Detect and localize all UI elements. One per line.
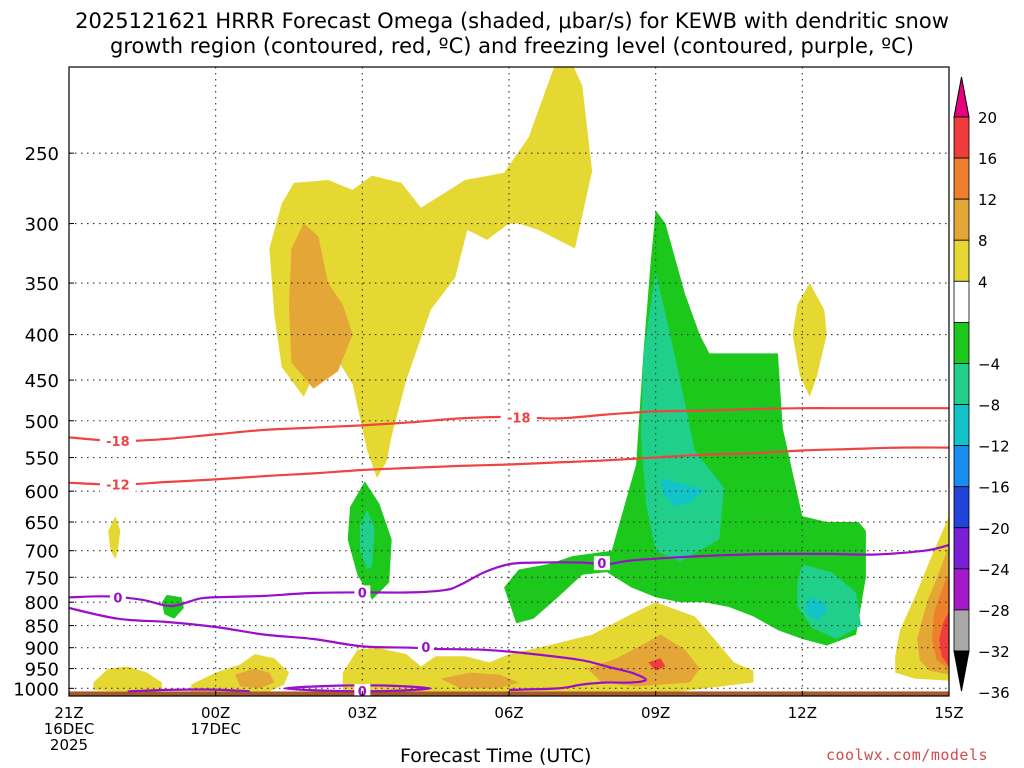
colorbar-bin: [953, 239, 970, 282]
omega-region-10: [797, 564, 861, 639]
x-tick-label: 21Z: [54, 704, 83, 722]
omega-region-22: [648, 658, 666, 671]
colorbar-top-arrow: [953, 76, 970, 118]
colorbar-label: 16: [978, 150, 997, 168]
omega-region-3: [108, 516, 121, 559]
y-tick-label: 550: [25, 449, 59, 470]
colorbar-bin: [953, 609, 970, 652]
contour-label-bg: [354, 684, 371, 696]
freezing-contour-label: 0: [358, 685, 367, 700]
y-tick-label: 400: [25, 326, 59, 347]
contour-label-bg: [109, 590, 126, 605]
omega-region-11: [804, 597, 827, 621]
omega-region-5: [359, 510, 375, 570]
colorbar-label: −32: [978, 643, 1010, 661]
colorbar-bin: [953, 116, 970, 159]
colorbar-label: 12: [978, 191, 997, 209]
colorbar-label: −12: [978, 438, 1010, 456]
omega-region-8: [641, 271, 725, 562]
y-tick-label: 250: [25, 144, 59, 165]
colorbar-bin: [953, 198, 970, 241]
y-tick-label: 700: [25, 542, 59, 563]
colorbar-bin: [953, 486, 970, 529]
colorbar-label: −24: [978, 561, 1010, 579]
x-axis-label: Forecast Time (UTC): [400, 745, 592, 767]
freezing-contour-4: [282, 684, 432, 693]
colorbar-bin: [953, 280, 970, 323]
colorbar-label: 4: [978, 273, 988, 291]
freezing-contour-label: 0: [421, 641, 430, 656]
colorbar-bottom-arrow: [953, 650, 970, 692]
colorbar-label: −20: [978, 520, 1010, 538]
contour-label-bg: [417, 639, 434, 654]
freezing-contour-5: [127, 688, 250, 693]
y-tick-label: 300: [25, 215, 59, 236]
y-tick-label: 750: [25, 568, 59, 589]
y-tick-label: 900: [25, 639, 59, 660]
colorbar-label: −16: [978, 479, 1010, 497]
omega-region-15: [939, 611, 949, 667]
colorbar-label: 8: [978, 232, 988, 250]
y-tick-label: 450: [25, 371, 59, 392]
x-tick-label: 09Z: [641, 704, 670, 722]
x-tick-label: 06Z: [494, 704, 523, 722]
y-tick-label: 350: [25, 274, 59, 295]
colorbar-bin: [953, 568, 970, 611]
colorbar-label: −36: [978, 684, 1010, 702]
x-tick-label: 03Z: [348, 704, 377, 722]
y-tick-label: 500: [25, 412, 59, 433]
contour-label-bg: [354, 585, 371, 600]
contour-label-bg: [593, 556, 610, 571]
dgz-contour-label: -18: [106, 435, 130, 450]
omega-region-9: [660, 478, 705, 507]
contour-label-bg: [500, 410, 537, 425]
x-tick-label: 16DEC: [44, 720, 95, 738]
omega-region-0: [269, 67, 593, 479]
y-tick-label: 1000: [13, 679, 59, 700]
freezing-contour-label: 0: [358, 586, 367, 601]
chart-title-line-2: growth region (contoured, red, ºC) and f…: [110, 34, 914, 58]
y-tick-label: 650: [25, 513, 59, 534]
colorbar-bin: [953, 363, 970, 405]
y-tick-label: 950: [25, 660, 59, 681]
colorbar-label: 20: [978, 109, 997, 127]
freezing-contour-label: 0: [113, 591, 122, 606]
omega-region-18: [235, 668, 275, 689]
omega-region-2: [792, 283, 827, 397]
dgz-contour-1: [69, 446, 949, 486]
colorbar-bin: [953, 157, 970, 200]
contour-label-bg: [99, 477, 136, 492]
freezing-contour-3: [69, 606, 648, 691]
freezing-contour-2: [69, 544, 949, 608]
omega-region-20: [440, 672, 519, 689]
colorbar-label: −28: [978, 602, 1010, 620]
colorbar-label: −4: [978, 355, 1000, 373]
chart-title-line-1: 2025121621 HRRR Forecast Omega (shaded, …: [75, 9, 949, 33]
colorbar-bin: [953, 404, 970, 447]
colorbar-bin: [953, 445, 970, 488]
x-tick-label: 12Z: [788, 704, 817, 722]
dgz-contour-label: -12: [106, 479, 130, 494]
plot-area: -18 -18 -12 0 0 0 0 0: [69, 67, 949, 700]
omega-region-21: [587, 634, 700, 687]
credit-text: coolwx.com/models: [826, 746, 989, 764]
colorbar-bin: [953, 321, 970, 364]
omega-region-1: [289, 223, 353, 389]
x-tick-label: 17DEC: [190, 720, 241, 738]
freezing-contour-label: 0: [597, 557, 606, 572]
y-tick-label: 850: [25, 617, 59, 638]
x-tick-label: 15Z: [934, 704, 963, 722]
omega-region-16: [93, 666, 162, 692]
colorbar-label: −8: [978, 397, 1000, 415]
y-tick-label: 800: [25, 593, 59, 614]
x-tick-label: 2025: [50, 736, 88, 754]
y-tick-label: 600: [25, 482, 59, 503]
colorbar-bin: [953, 527, 970, 570]
contour-label-bg: [99, 434, 136, 449]
dgz-contour-label: -18: [507, 412, 531, 427]
x-tick-label: 00Z: [201, 704, 230, 722]
